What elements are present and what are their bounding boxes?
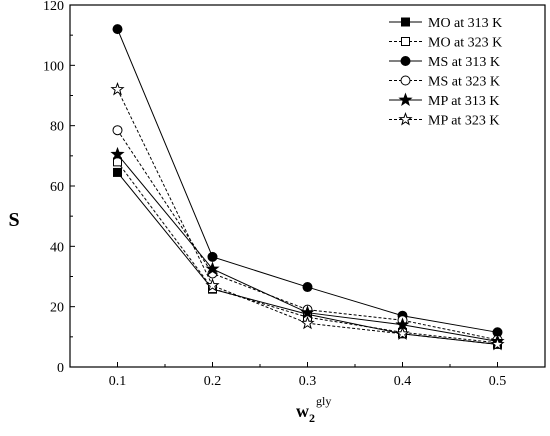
legend-item: MO at 323 K [389, 36, 502, 51]
series-layer [110, 24, 505, 351]
data-point [300, 305, 315, 319]
series-4 [117, 129, 498, 341]
data-point [395, 326, 410, 340]
y-tick-label: 80 [50, 120, 64, 135]
series-line [117, 129, 498, 341]
data-point [110, 146, 125, 161]
y-axis-ticks: 0 20 40 60 80 100 120 [43, 0, 75, 376]
x-tick-label: 0.3 [299, 374, 317, 389]
data-point [205, 278, 220, 292]
data-point [205, 261, 220, 275]
y-axis-label: S [8, 209, 19, 231]
data-point [113, 167, 122, 177]
legend-label: MO at 323 K [428, 36, 502, 51]
data-point [112, 125, 123, 136]
legend-marker [400, 75, 411, 86]
legend-label: MS at 313 K [428, 55, 500, 70]
legend-label: MO at 313 K [428, 16, 502, 31]
legend-item: MS at 313 K [389, 55, 500, 70]
x-axis-label-superscript: gly [316, 394, 331, 408]
legend-label: MS at 323 K [428, 75, 500, 90]
x-tick-label: 0.1 [109, 374, 127, 389]
x-axis-ticks: 0.1 0.2 0.3 0.4 0.5 [109, 362, 507, 389]
x-axis-label-subscript: 2 [309, 411, 315, 425]
legend-label: MP at 323 K [428, 114, 499, 129]
y-tick-label: 20 [50, 301, 64, 316]
data-point [207, 251, 218, 262]
legend-item: MP at 323 K [389, 112, 499, 129]
series-3-markers [112, 24, 503, 338]
legend: MO at 313 K MO at 323 K MS at 313 K MS at 3… [389, 16, 502, 129]
data-point [110, 82, 125, 96]
x-tick-label: 0.5 [489, 374, 507, 389]
data-point [112, 24, 123, 35]
x-tick-label: 0.2 [204, 374, 222, 389]
legend-marker [400, 56, 411, 66]
legend-item: MP at 313 K [389, 92, 499, 109]
legend-marker [401, 37, 410, 46]
y-tick-label: 100 [43, 59, 64, 74]
y-tick-label: 40 [50, 240, 64, 255]
y-tick-label: 60 [50, 180, 64, 195]
legend-item: MS at 323 K [389, 75, 500, 90]
series-6-markers [110, 82, 505, 351]
data-point [300, 315, 315, 330]
legend-item: MO at 313 K [389, 16, 502, 31]
y-tick-label: 120 [43, 0, 64, 14]
x-tick-label: 0.4 [394, 374, 412, 389]
data-point [113, 157, 122, 167]
legend-label: MP at 313 K [428, 94, 499, 109]
x-axis-label: w2gly [296, 394, 331, 425]
data-point [302, 282, 313, 293]
x-axis-label-main: w [296, 401, 309, 421]
y-tick-label: 0 [57, 361, 64, 376]
legend-marker [401, 17, 410, 27]
legend-marker [398, 92, 413, 107]
legend-marker [398, 112, 413, 126]
data-point [490, 336, 505, 351]
